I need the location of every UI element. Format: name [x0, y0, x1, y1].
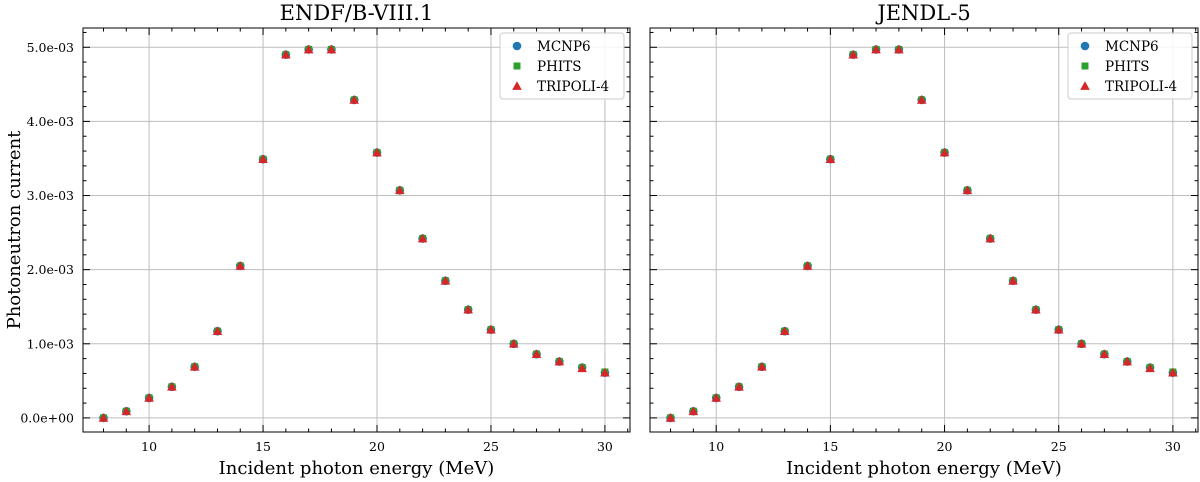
data-point-tripoli-4 — [802, 261, 813, 270]
data-point-tripoli-4 — [1031, 304, 1041, 314]
data-point-tripoli-4 — [665, 413, 676, 422]
data-point-tripoli-4 — [1145, 363, 1155, 373]
legend-marker-mcnp6 — [512, 41, 522, 51]
x-axis-label: Incident photon energy (MeV) — [786, 458, 1062, 479]
y-tick-label: 0.0e+00 — [20, 410, 74, 425]
x-tick-label: 25 — [1051, 439, 1067, 454]
data-point-tripoli-4 — [779, 326, 790, 336]
y-tick-label: 4.0e-03 — [27, 114, 74, 129]
x-tick-label: 30 — [597, 439, 613, 454]
x-tick-label: 20 — [937, 439, 953, 454]
data-point-tripoli-4 — [600, 367, 610, 377]
legend-box — [1067, 32, 1193, 100]
data-point-tripoli-4 — [395, 185, 405, 195]
data-point-tripoli-4 — [281, 49, 291, 59]
legend-label: PHITS — [1105, 59, 1149, 75]
y-axis-label: Photoneutron current — [4, 130, 25, 330]
data-point-tripoli-4 — [349, 95, 360, 104]
data-point-tripoli-4 — [939, 147, 950, 157]
data-point-tripoli-4 — [531, 349, 542, 359]
data-point-tripoli-4 — [1168, 367, 1178, 377]
chart-panel-endf: 10 15 20 25 30 0.0e+00 1.0e-03 2.0e-03 3.0e-03 4.… — [4, 1, 631, 479]
data-point-tripoli-4 — [189, 361, 200, 371]
data-point-tripoli-4 — [508, 338, 519, 348]
legend-marker-phits — [1081, 62, 1089, 70]
x-tick-label: 15 — [255, 439, 271, 454]
data-point-tripoli-4 — [734, 381, 744, 391]
data-point-tripoli-4 — [303, 44, 314, 54]
data-point-tripoli-4 — [463, 304, 473, 314]
x-tick-label: 10 — [141, 439, 157, 454]
data-point-tripoli-4 — [985, 233, 996, 243]
data-point-tripoli-4 — [894, 44, 904, 54]
data-point-tripoli-4 — [848, 49, 859, 59]
legend-marker-tripoli-4 — [1080, 81, 1090, 90]
data-point-tripoli-4 — [825, 154, 836, 164]
plot-frame — [649, 27, 1199, 433]
x-tick-label: 15 — [822, 439, 838, 454]
x-axis-label: Incident photon energy (MeV) — [219, 458, 495, 479]
x-tick-label: 25 — [483, 439, 499, 454]
legend-marker-mcnp6 — [1080, 41, 1090, 51]
data-point-tripoli-4 — [121, 406, 132, 416]
legend-label: TRIPOLI-4 — [537, 79, 609, 95]
data-point-tripoli-4 — [688, 406, 699, 416]
data-point-tripoli-4 — [212, 326, 223, 336]
x-tick-label: 30 — [1165, 439, 1181, 454]
data-point-tripoli-4 — [326, 44, 337, 54]
data-point-tripoli-4 — [486, 324, 496, 334]
data-point-tripoli-4 — [258, 154, 268, 164]
data-point-tripoli-4 — [1053, 324, 1064, 334]
data-point-tripoli-4 — [372, 147, 382, 157]
data-point-tripoli-4 — [417, 233, 428, 243]
data-point-tripoli-4 — [711, 393, 722, 402]
x-tick-label: 20 — [369, 439, 385, 454]
data-point-tripoli-4 — [235, 261, 246, 270]
data-point-tripoli-4 — [577, 363, 587, 373]
legend-label: PHITS — [537, 59, 581, 75]
data-point-tripoli-4 — [757, 361, 767, 371]
y-tick-label: 5.0e-03 — [27, 40, 74, 55]
chart-panel-jendl: 10 15 20 25 30 JENDL-5 Incident photon energy … — [649, 1, 1199, 479]
legend-marker-tripoli-4 — [512, 81, 522, 90]
data-point-tripoli-4 — [1008, 275, 1018, 285]
data-point-tripoli-4 — [1099, 349, 1110, 359]
data-point-tripoli-4 — [554, 356, 565, 366]
data-point-tripoli-4 — [871, 44, 881, 54]
legend-label: MCNP6 — [537, 39, 591, 55]
data-point-tripoli-4 — [1122, 356, 1133, 366]
data-point-tripoli-4 — [962, 185, 973, 195]
data-point-tripoli-4 — [1076, 338, 1087, 348]
data-point-tripoli-4 — [440, 275, 451, 285]
legend-label: TRIPOLI-4 — [1105, 79, 1177, 95]
legend-marker-phits — [513, 62, 521, 70]
x-tick-label: 10 — [708, 439, 724, 454]
y-tick-label: 2.0e-03 — [27, 262, 74, 277]
chart-title: JENDL-5 — [875, 1, 970, 25]
chart-title: ENDF/B-VIII.1 — [280, 1, 434, 25]
legend-box — [499, 32, 625, 100]
data-point-tripoli-4 — [916, 95, 927, 104]
y-tick-label: 3.0e-03 — [27, 188, 74, 203]
data-point-tripoli-4 — [98, 413, 109, 422]
plot-frame — [82, 27, 631, 433]
y-tick-label: 1.0e-03 — [27, 336, 74, 351]
legend-label: MCNP6 — [1105, 39, 1159, 55]
data-point-tripoli-4 — [144, 393, 154, 402]
data-point-tripoli-4 — [167, 381, 177, 391]
